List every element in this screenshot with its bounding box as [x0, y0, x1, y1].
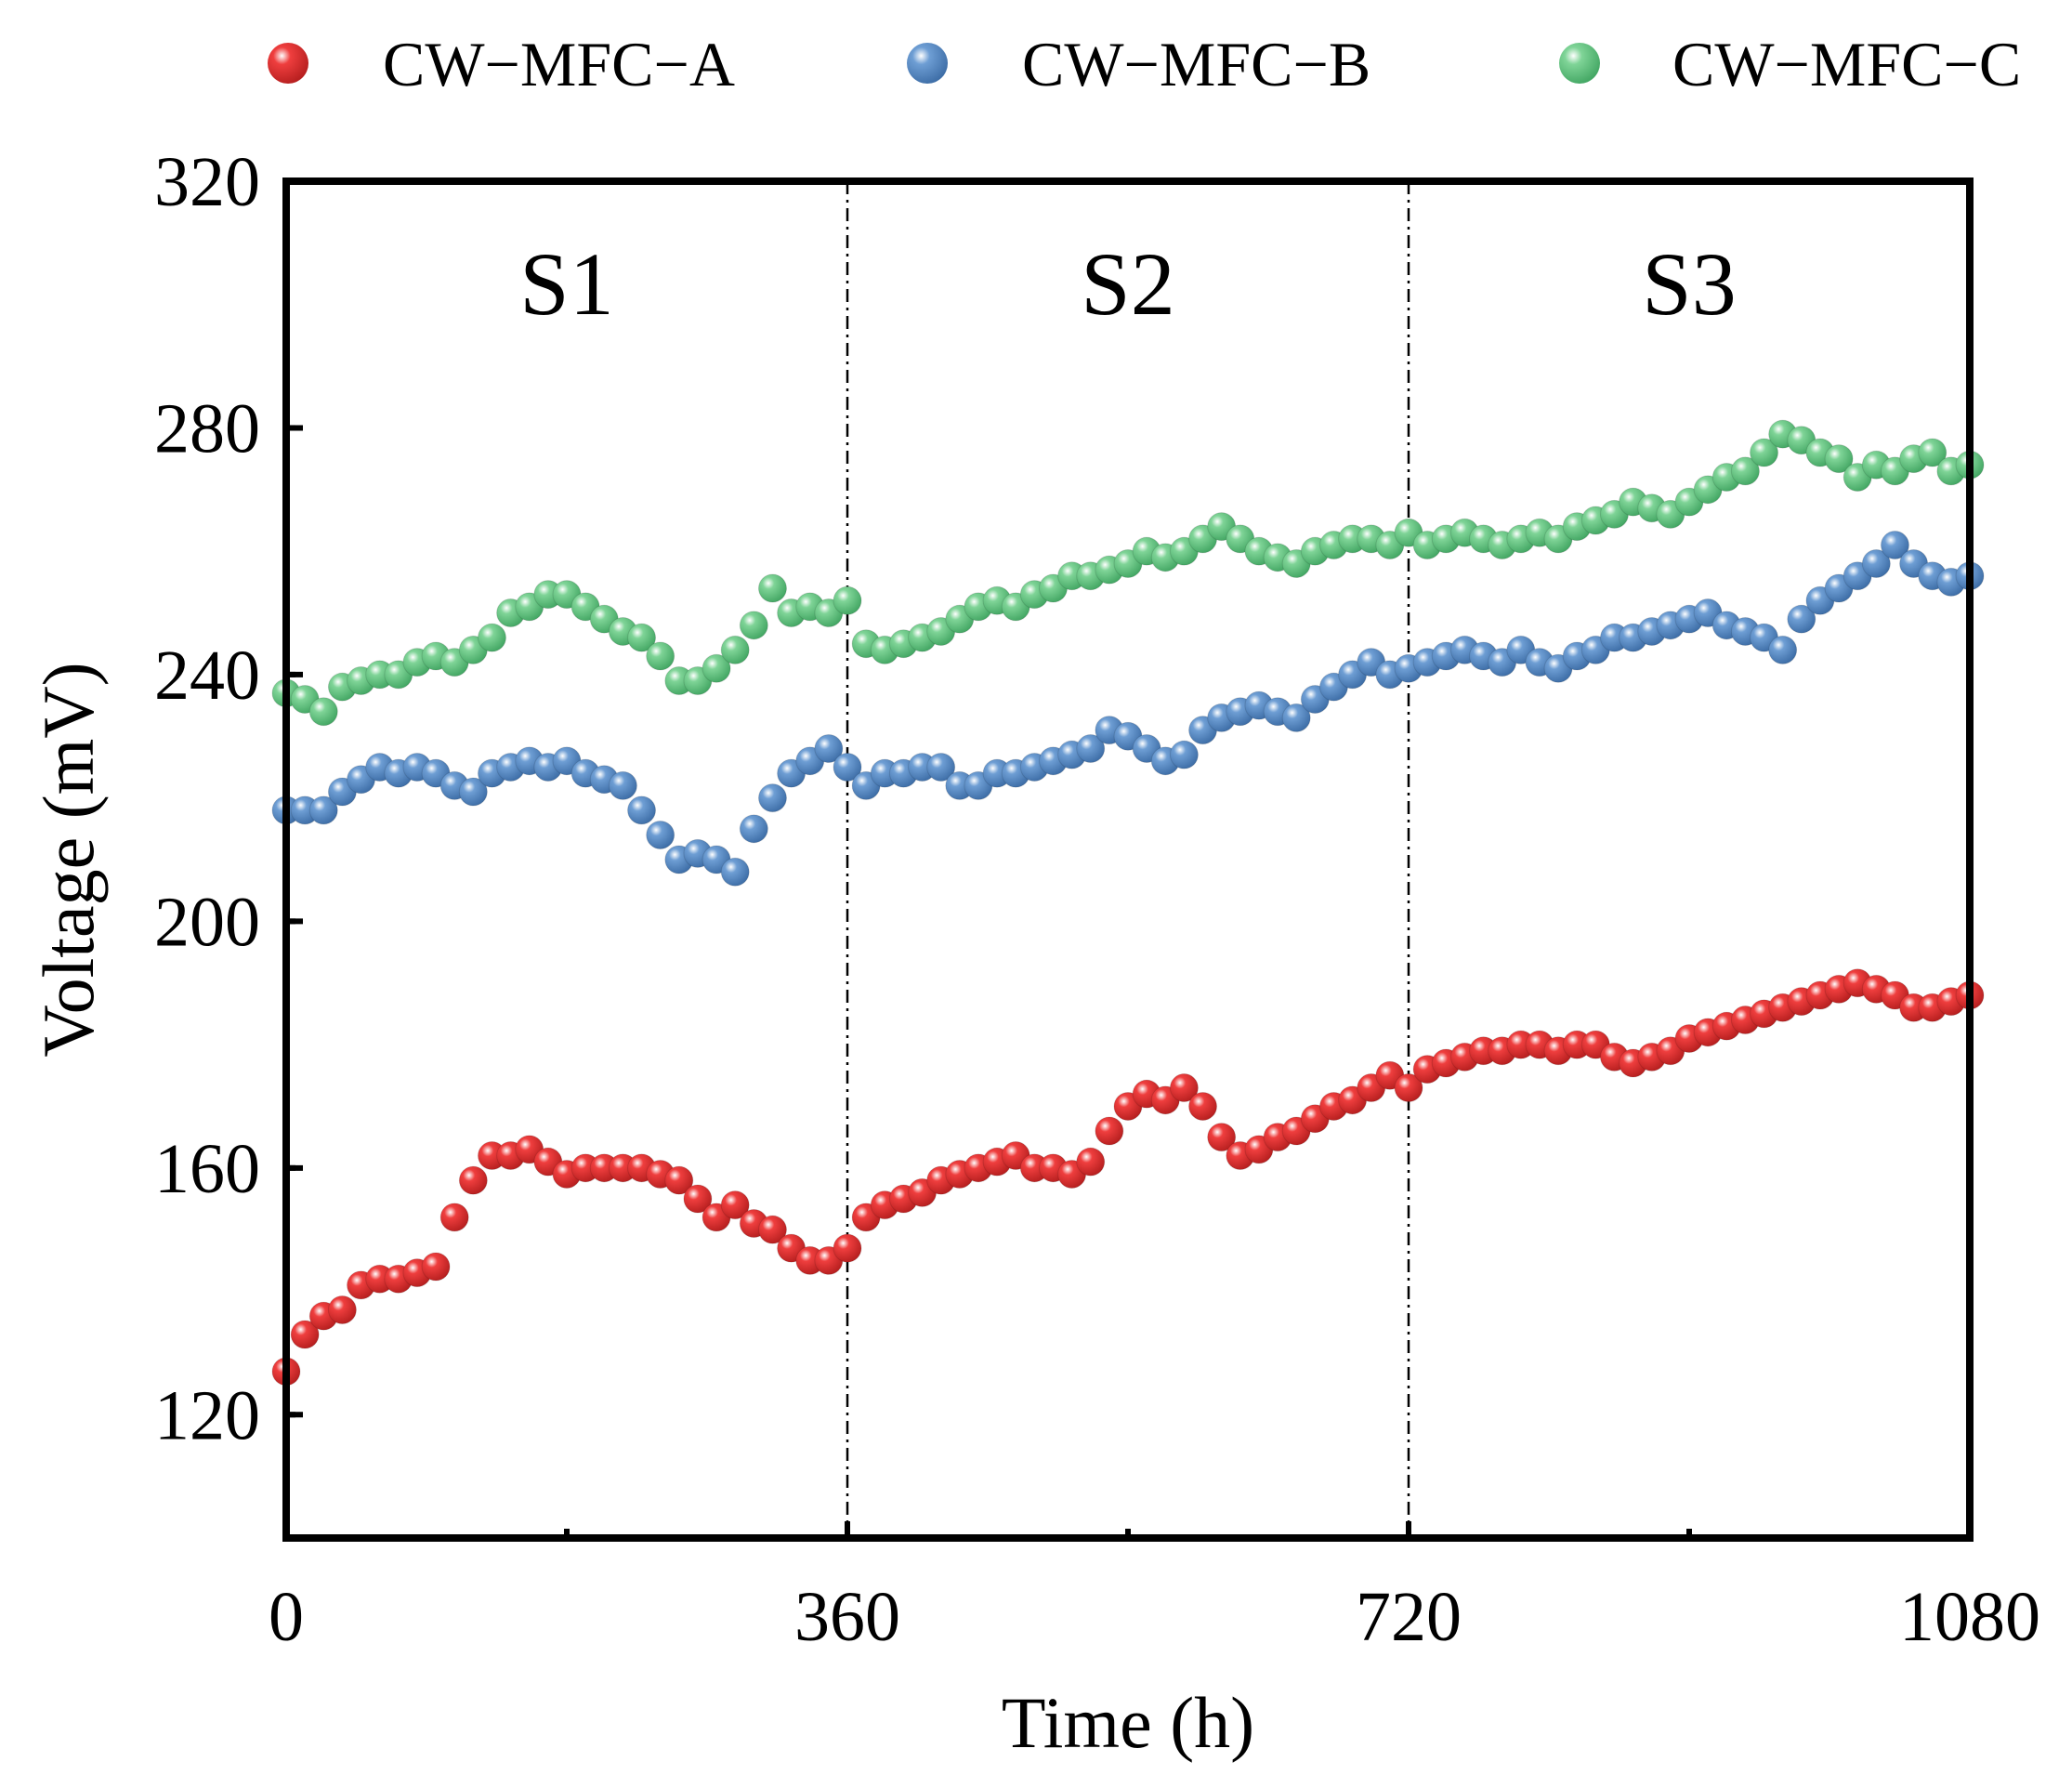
legend-marker-cw-mfc-a: [268, 43, 308, 84]
data-point: [739, 814, 768, 844]
series-a: [271, 968, 1985, 1387]
data-point: [439, 1203, 469, 1232]
data-point: [833, 752, 862, 782]
data-point: [739, 611, 768, 640]
data-point: [720, 635, 750, 664]
data-point: [1880, 531, 1909, 560]
data-point: [608, 770, 637, 800]
stage-label-s1: S1: [519, 234, 613, 334]
data-point: [1861, 548, 1891, 578]
data-point: [646, 820, 675, 849]
data-point: [1281, 703, 1311, 732]
x-tick-label: 720: [1356, 1578, 1462, 1656]
data-point: [926, 752, 956, 782]
legend-label-cw-mfc-c: CW−MFC−C: [1672, 29, 2021, 99]
legend-label-cw-mfc-b: CW−MFC−B: [1022, 29, 1370, 99]
data-point: [458, 777, 488, 807]
data-point: [646, 641, 675, 671]
data-point: [833, 585, 862, 615]
x-tick-label: 0: [269, 1578, 304, 1656]
data-point: [1787, 604, 1816, 634]
x-tick-label: 360: [794, 1578, 900, 1656]
data-point: [327, 1295, 357, 1324]
data-point: [1207, 1123, 1237, 1152]
y-tick-label: 280: [154, 389, 260, 467]
stage-label-s3: S3: [1642, 234, 1736, 334]
data-point: [1169, 740, 1199, 769]
data-point: [1730, 456, 1760, 486]
y-tick-label: 240: [154, 637, 260, 715]
data-point: [308, 795, 338, 825]
data-point: [757, 573, 787, 603]
y-axis-title: Voltage (mV): [28, 662, 109, 1057]
data-point: [702, 653, 731, 683]
data-point: [627, 795, 657, 825]
data-point: [720, 857, 750, 887]
y-tick-label: 160: [154, 1130, 260, 1208]
x-tick-label: 1080: [1899, 1578, 2040, 1656]
data-point: [627, 623, 657, 652]
data-point: [683, 1184, 713, 1214]
series-c: [271, 419, 1985, 727]
data-point: [1188, 1091, 1218, 1121]
stage-label-s2: S2: [1081, 234, 1174, 334]
legend-marker-cw-mfc-b: [907, 43, 948, 84]
data-point: [1076, 734, 1106, 764]
stage-labels: S1 S2 S3: [519, 234, 1736, 334]
y-tick-label: 320: [154, 143, 260, 221]
data-point: [421, 1252, 451, 1282]
y-tick-label: 120: [154, 1376, 260, 1454]
legend: CW−MFC−A CW−MFC−B CW−MFC−C: [268, 29, 2021, 99]
x-axis-title: Time (h): [1002, 1682, 1254, 1763]
series-b: [271, 531, 1985, 887]
legend-label-cw-mfc-a: CW−MFC−A: [383, 29, 735, 99]
data-point: [1095, 1116, 1124, 1146]
data-point: [1169, 1073, 1199, 1103]
data-point: [308, 697, 338, 727]
data-point: [1076, 1147, 1106, 1177]
data-point: [1824, 444, 1854, 474]
data-point: [814, 734, 844, 764]
y-tick-label: 200: [154, 883, 260, 961]
data-point: [458, 1165, 488, 1195]
data-point: [477, 623, 506, 652]
data-point: [664, 1165, 694, 1195]
data-point: [833, 1233, 862, 1263]
data-point: [1750, 438, 1779, 467]
data-series: [271, 419, 1985, 1387]
legend-marker-cw-mfc-c: [1559, 43, 1600, 84]
data-point: [757, 783, 787, 813]
y-axis: 120 160 200 240 280 320: [154, 143, 303, 1454]
data-point: [720, 1190, 750, 1220]
data-point: [1918, 438, 1947, 467]
data-point: [1768, 635, 1798, 664]
x-axis: 0 360 720 1080: [269, 1521, 2040, 1656]
plot-frame: [282, 177, 1974, 1542]
data-point: [1394, 1073, 1423, 1103]
stage-boundary-lines: [846, 181, 1410, 1538]
data-point: [290, 1320, 320, 1349]
data-point: [757, 1215, 787, 1244]
